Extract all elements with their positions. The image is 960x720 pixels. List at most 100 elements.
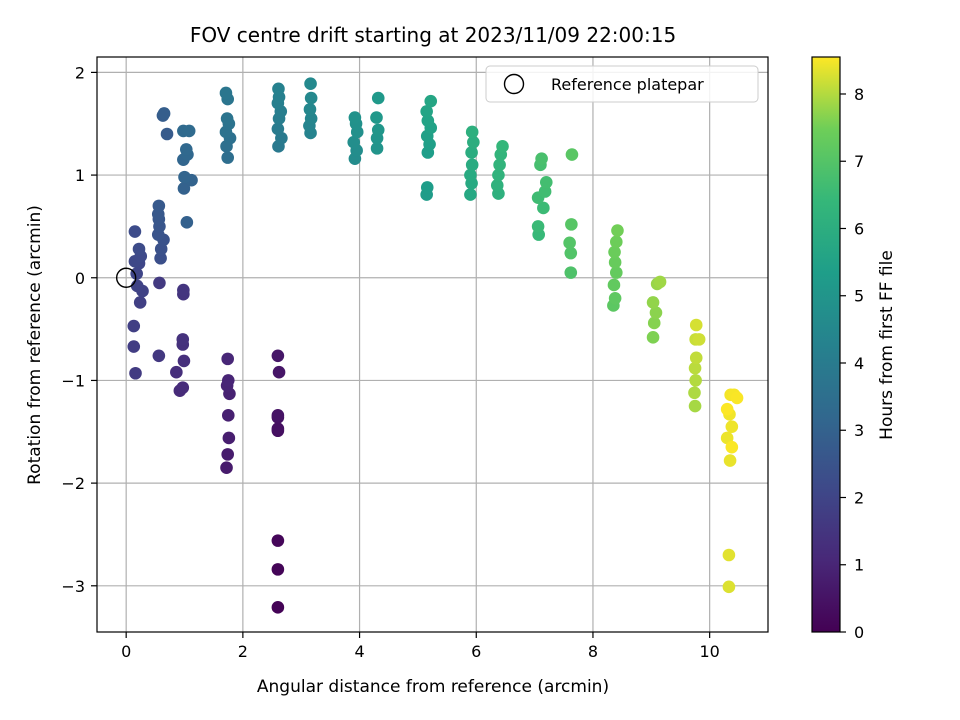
- data-point: [420, 181, 434, 194]
- legend: Reference platepar: [485, 65, 759, 103]
- data-point: [607, 278, 621, 292]
- data-point: [179, 143, 193, 156]
- data-point: [157, 107, 171, 120]
- data-point: [153, 276, 166, 290]
- y-tick-label: −2: [61, 474, 85, 493]
- scatter-points: [127, 77, 744, 614]
- data-point: [271, 349, 285, 363]
- data-point: [371, 123, 385, 137]
- data-point: [370, 142, 384, 155]
- colorbar-tick-label: 4: [854, 354, 864, 373]
- data-point: [222, 431, 236, 445]
- data-point: [608, 256, 622, 269]
- data-point: [182, 124, 196, 138]
- data-point: [465, 125, 479, 139]
- data-point: [531, 220, 545, 233]
- data-point: [689, 374, 702, 387]
- data-point: [176, 333, 190, 346]
- colorbar-tick-label: 2: [854, 488, 864, 507]
- data-point: [177, 283, 190, 297]
- x-axis-label: Angular distance from reference (arcmin): [257, 677, 609, 697]
- y-tick-label: 0: [75, 269, 85, 288]
- data-point: [132, 242, 146, 256]
- x-tick-label: 0: [121, 642, 131, 661]
- data-point: [271, 122, 285, 136]
- data-point: [221, 374, 235, 387]
- y-tick-label: 1: [75, 166, 85, 185]
- data-point: [465, 158, 479, 172]
- data-point: [420, 105, 433, 118]
- data-point: [421, 114, 435, 127]
- colorbar-tick-label: 6: [854, 219, 864, 238]
- reference-platepar-point: [115, 267, 137, 288]
- data-point: [611, 224, 624, 237]
- data-point: [722, 580, 736, 594]
- data-point: [129, 366, 142, 380]
- data-point: [128, 225, 142, 238]
- data-point: [492, 168, 505, 182]
- data-point: [170, 365, 183, 379]
- data-point: [152, 199, 166, 213]
- data-point: [608, 291, 622, 305]
- data-point: [221, 448, 234, 461]
- data-point: [564, 266, 578, 279]
- data-point: [303, 103, 317, 116]
- data-point: [271, 563, 285, 576]
- y-tick-label: −1: [61, 371, 85, 390]
- colorbar-tick-label: 0: [854, 623, 864, 642]
- data-point: [133, 296, 147, 309]
- data-point: [304, 91, 318, 105]
- data-point: [371, 91, 385, 105]
- colorbar: [812, 57, 840, 632]
- data-point: [688, 386, 701, 400]
- data-point: [464, 168, 477, 182]
- colorbar-frame: [811, 56, 841, 633]
- data-point: [271, 409, 285, 422]
- x-tick-label: 6: [471, 642, 481, 661]
- data-point: [178, 170, 191, 184]
- data-point: [271, 422, 285, 435]
- data-point: [725, 440, 739, 454]
- data-point: [720, 402, 734, 416]
- data-point: [347, 135, 361, 149]
- colorbar-ticks: 0 1 2 3 4 5 6 7 8: [840, 85, 864, 642]
- data-point: [370, 111, 383, 124]
- legend-label-reference-platepar: Reference platepar: [551, 75, 704, 94]
- data-point: [688, 399, 702, 413]
- data-point: [221, 409, 235, 422]
- y-tick-label: 2: [75, 63, 85, 82]
- data-point: [493, 158, 506, 172]
- colorbar-label: Hours from first FF file: [877, 250, 897, 440]
- data-point: [220, 461, 233, 475]
- data-point: [646, 331, 660, 344]
- data-point: [537, 201, 550, 215]
- data-point: [565, 218, 578, 231]
- chart-title: FOV centre drift starting at 2023/11/09 …: [190, 23, 676, 47]
- data-point: [177, 354, 191, 368]
- data-point: [130, 279, 144, 293]
- colorbar-tick-label: 3: [854, 421, 864, 440]
- data-point: [723, 454, 737, 467]
- data-point: [271, 601, 285, 614]
- data-point: [272, 365, 286, 379]
- data-point: [539, 175, 553, 189]
- y-tick-label: −3: [61, 577, 85, 596]
- legend-box: [485, 65, 759, 103]
- data-point: [127, 319, 141, 333]
- data-point: [647, 316, 661, 330]
- y-axis-label: Rotation from reference (arcmin): [25, 205, 45, 485]
- data-point: [649, 306, 663, 319]
- colorbar-tick-label: 5: [854, 287, 864, 306]
- data-point: [424, 94, 438, 108]
- colorbar-tick-label: 8: [854, 85, 864, 104]
- data-point: [177, 182, 191, 195]
- x-tick-label: 4: [354, 642, 364, 661]
- data-point: [221, 151, 234, 164]
- data-point: [730, 391, 744, 405]
- data-point: [689, 351, 703, 365]
- data-point: [535, 152, 548, 165]
- data-point: [152, 349, 166, 363]
- data-point: [722, 548, 736, 562]
- data-point: [127, 340, 141, 353]
